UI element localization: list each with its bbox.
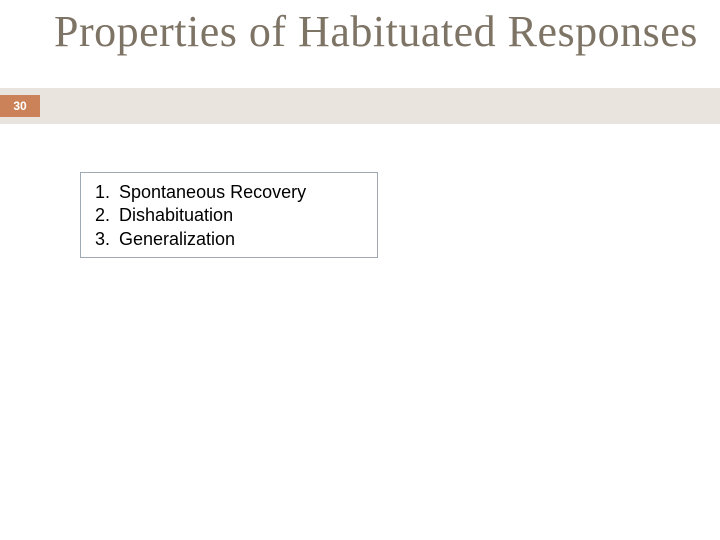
- page-number: 30: [13, 99, 26, 113]
- content-box: Spontaneous Recovery Dishabituation Gene…: [80, 172, 378, 258]
- title-bar: [0, 88, 720, 124]
- page-number-badge: 30: [0, 95, 40, 117]
- slide-title: Properties of Habituated Responses: [54, 6, 698, 59]
- slide: 30 Properties of Habituated Responses Sp…: [0, 0, 720, 540]
- list-item: Generalization: [91, 228, 367, 251]
- list-item: Spontaneous Recovery: [91, 181, 367, 204]
- content-list: Spontaneous Recovery Dishabituation Gene…: [91, 181, 367, 251]
- list-item: Dishabituation: [91, 204, 367, 227]
